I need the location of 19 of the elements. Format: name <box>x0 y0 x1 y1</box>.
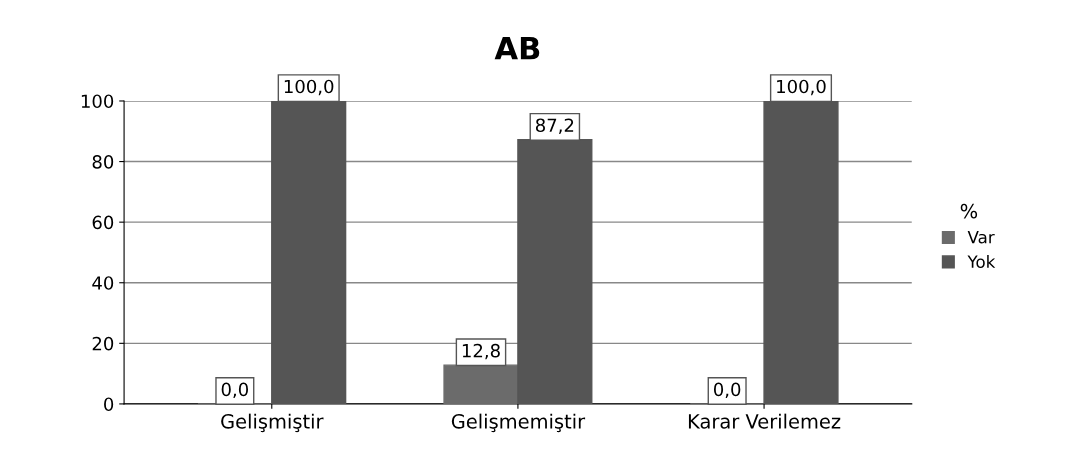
legend-label: Var <box>967 231 995 244</box>
data-label: 12,8 <box>462 343 500 360</box>
data-label: 100,0 <box>777 79 826 96</box>
y-tick-label: 0 <box>104 397 114 412</box>
y-tick-label: 80 <box>92 155 114 169</box>
data-label: 100,0 <box>284 79 334 96</box>
legend-title: % <box>960 203 978 219</box>
data-label: 0,0 <box>221 382 249 399</box>
y-tick-label: 20 <box>92 336 114 351</box>
legend-label: Yok <box>967 255 996 268</box>
data-label: 0,0 <box>713 382 741 399</box>
chart-title: AB <box>494 37 540 60</box>
x-tick-label: Gelişmiştir <box>221 413 324 433</box>
x-tick-label: Karar Verilemez <box>688 413 841 429</box>
y-tick-label: 100 <box>81 94 114 109</box>
data-label: 87,2 <box>535 118 574 134</box>
y-tick-label: 60 <box>92 215 114 230</box>
y-tick-label: 40 <box>92 276 114 290</box>
x-tick-label: Gelişmemiştir <box>451 413 586 433</box>
